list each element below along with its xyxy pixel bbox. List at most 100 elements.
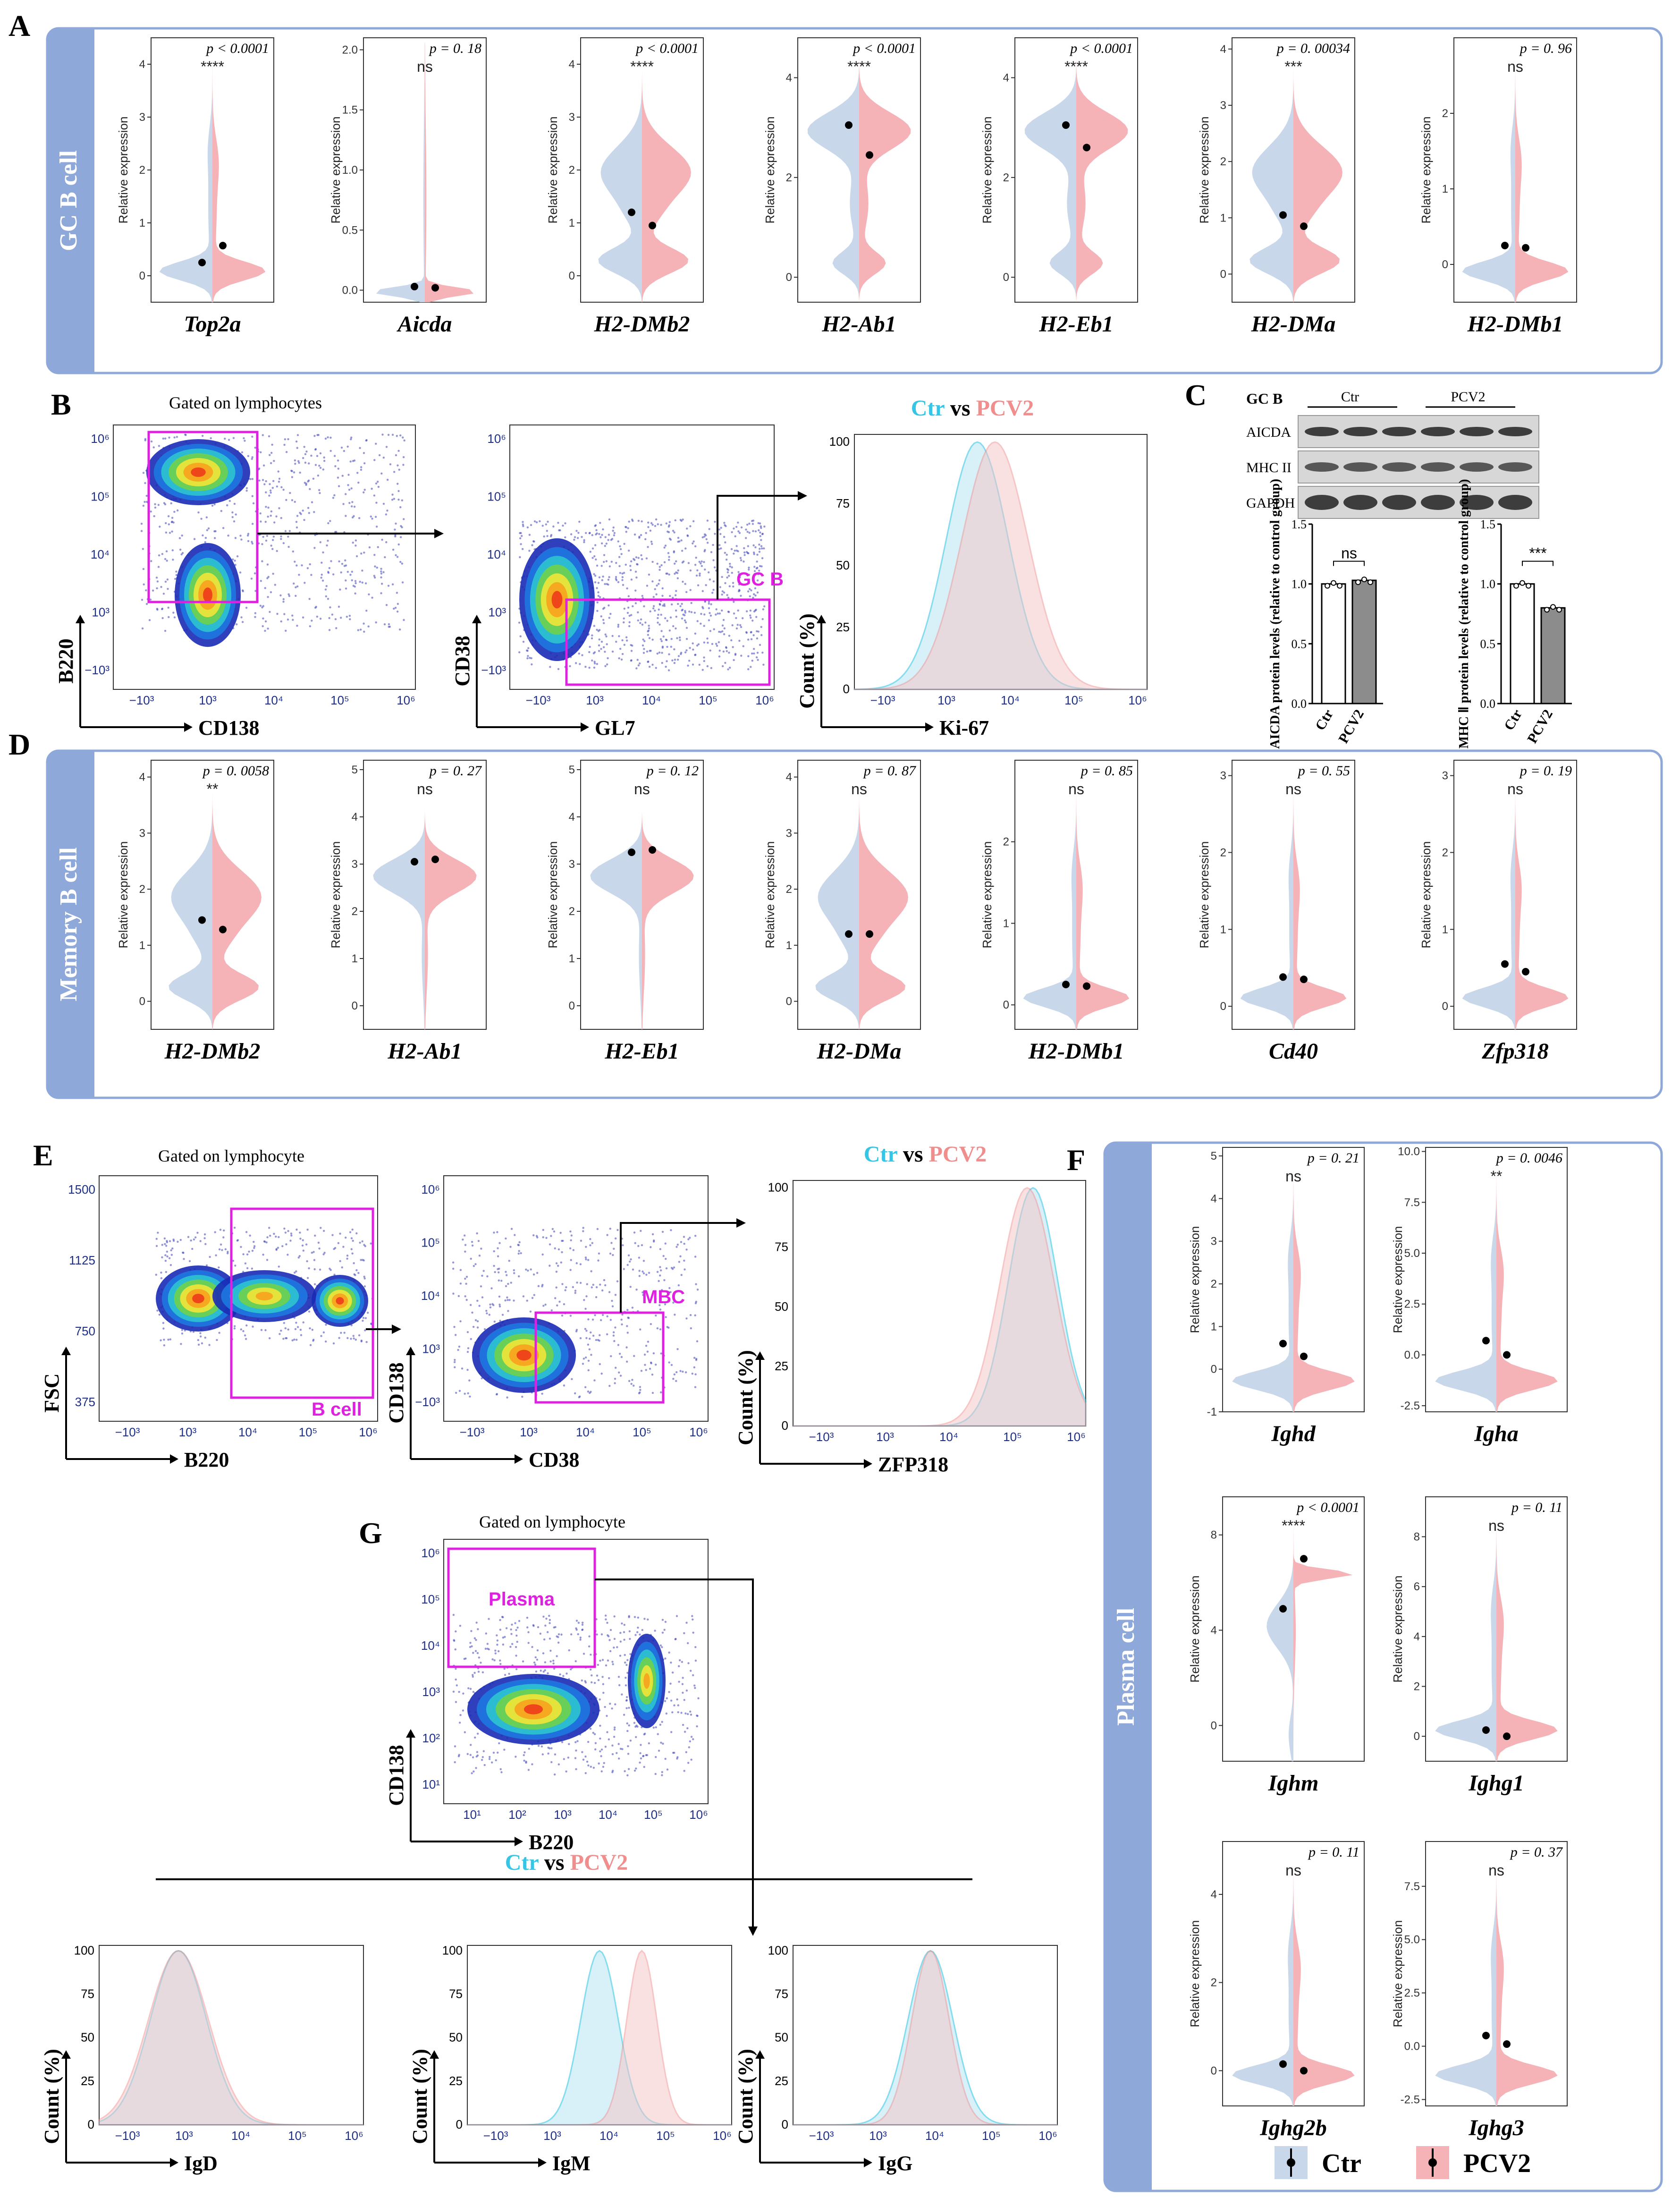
event-dot [599,596,601,598]
event-dot [239,571,242,574]
event-dot [380,570,382,573]
event-dot [233,520,236,523]
event-dot [637,611,639,613]
event-dot [391,493,394,496]
pcv2-mean-point [1083,982,1090,990]
ctr-violin [1435,1502,1496,1761]
event-dot [668,1287,671,1290]
event-dot [377,485,380,488]
event-dot [354,586,356,588]
y-tick-label: 10⁵ [91,490,110,504]
event-dot [148,619,151,621]
pcv2-mean-point [1503,1732,1511,1740]
event-dot [380,576,382,579]
event-dot [654,1629,656,1632]
event-dot [674,519,676,522]
event-dot [652,596,655,598]
event-dot [363,452,365,454]
event-dot [628,625,631,628]
event-dot [668,653,670,655]
y-tick-label: 3 [1220,99,1226,112]
y-axis-label: Relative expression [1188,1920,1202,2028]
event-dot [157,566,160,568]
gate-label: Plasma [489,1589,555,1610]
y-tick-label: 2 [1211,1278,1217,1290]
y-tick-label: 75 [775,1987,788,2001]
event-dot [626,1672,629,1674]
event-dot [579,1638,582,1641]
sig-bracket [1522,560,1553,566]
event-dot [308,1310,311,1313]
event-dot [704,568,706,571]
event-dot [676,1243,679,1246]
event-dot [380,592,382,594]
event-dot [547,1672,549,1674]
event-dot [614,1366,617,1369]
event-dot [475,1621,478,1624]
event-dot [689,647,691,649]
event-dot [694,1386,697,1388]
event-dot [355,544,357,547]
gene-label: H2-Ab1 [387,1039,462,1064]
event-dot [329,450,332,452]
event-dot [544,1624,547,1627]
event-dot [361,581,363,584]
event-dot [265,491,267,493]
event-dot [657,613,659,616]
event-dot [754,594,757,597]
event-dot [628,1706,630,1709]
event-dot [639,1761,641,1764]
event-dot [692,520,695,523]
density-contour [516,1349,532,1361]
event-dot [285,499,287,501]
event-dot [500,1771,503,1774]
event-dot [645,1369,647,1371]
event-dot [145,494,148,497]
event-dot [663,1629,666,1631]
event-dot [686,1713,689,1715]
category-label: Ctr [1312,707,1336,733]
event-dot [452,1267,455,1270]
event-dot [682,1723,684,1726]
event-dot [562,1675,565,1677]
event-dot [283,1322,285,1324]
event-dot [685,1689,688,1692]
event-dot [375,526,378,528]
event-dot [581,1751,583,1753]
y-tick-label: 1.5 [342,104,358,117]
event-dot [242,1330,245,1332]
event-dot [458,1690,460,1693]
event-dot [602,646,605,648]
event-dot [640,1757,642,1760]
event-dot [661,587,664,590]
event-dot [465,1275,468,1278]
event-dot [567,1757,570,1759]
y-tick-label: 4 [786,72,792,85]
event-dot [168,1257,171,1259]
event-dot [359,1241,361,1244]
y-tick-label: 1500 [68,1182,95,1197]
event-dot [493,1250,495,1253]
event-dot [684,611,687,614]
event-dot [627,1745,629,1748]
event-dot [619,1640,622,1643]
event-dot [233,1226,236,1229]
event-dot [505,1627,508,1629]
event-dot [203,1233,206,1236]
event-dot [360,466,363,468]
event-dot [324,1340,327,1343]
event-dot [513,1269,515,1272]
event-dot [584,1680,586,1682]
event-dot [608,1639,611,1641]
event-dot [581,1629,584,1631]
event-dot [610,560,613,563]
event-dot [661,1289,663,1291]
event-dot [318,1247,321,1250]
event-dot [162,1322,165,1324]
event-dot [734,535,736,538]
x-axis-label: IgD [184,2152,218,2175]
y-tick-label: 2 [1220,155,1226,168]
event-dot [550,1761,553,1764]
